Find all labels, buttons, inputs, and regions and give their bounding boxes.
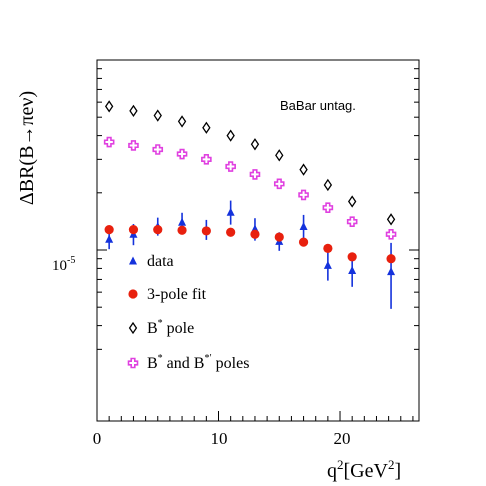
point-circle xyxy=(177,225,187,235)
point-circle xyxy=(274,232,284,242)
point-circle xyxy=(347,252,357,262)
point-triangle xyxy=(178,217,187,226)
axis-ticks xyxy=(96,68,419,421)
legend-marker-triangle xyxy=(129,256,137,265)
point-cross xyxy=(103,136,115,148)
point-diamond xyxy=(386,213,396,226)
point-triangle xyxy=(323,260,332,269)
legend-label-2: B* pole xyxy=(147,318,194,337)
point-circle xyxy=(298,237,309,247)
point-circle xyxy=(104,225,114,235)
plot-frame xyxy=(96,59,420,422)
point-cross xyxy=(385,228,397,240)
x-tick-label-0: 0 xyxy=(93,429,102,448)
point-cross xyxy=(128,140,139,151)
point-cross xyxy=(249,169,261,180)
legend-marker-diamond xyxy=(128,321,138,335)
point-diamond xyxy=(129,104,138,118)
point-circle xyxy=(226,227,236,237)
point-circle xyxy=(323,243,333,253)
y-tick-label: 10-5 xyxy=(52,255,75,274)
point-cross xyxy=(201,154,212,165)
point-cross xyxy=(225,161,236,172)
y-axis-label: ΔBR(B→πeν) xyxy=(16,91,38,205)
point-cross xyxy=(273,178,285,190)
x-tick-label-20: 20 xyxy=(334,429,351,448)
legend-marker-circle xyxy=(128,289,138,299)
point-diamond xyxy=(347,195,357,208)
point-diamond xyxy=(275,149,284,162)
point-circle xyxy=(386,254,396,264)
legend: data 3-pole fit B* pole B* and B*′ poles xyxy=(127,253,249,372)
point-circle xyxy=(250,229,260,239)
point-diamond xyxy=(250,138,260,151)
point-diamond xyxy=(299,163,308,176)
legend-label-1: 3-pole fit xyxy=(147,286,207,303)
annotation: BaBar untag. xyxy=(280,98,356,113)
legend-marker-cross xyxy=(127,357,139,369)
point-circle xyxy=(201,226,211,236)
point-diamond xyxy=(226,129,235,142)
point-diamond xyxy=(153,109,162,122)
point-triangle xyxy=(299,221,308,230)
x-axis-label: q2[GeV2] xyxy=(327,457,401,482)
point-diamond xyxy=(323,178,333,192)
y-tick-exponent: -5 xyxy=(67,255,75,266)
data-marks xyxy=(103,100,397,309)
point-diamond xyxy=(104,100,114,113)
legend-label-3: B* and B*′ poles xyxy=(147,353,249,372)
point-diamond xyxy=(202,121,211,134)
point-cross xyxy=(322,202,334,213)
point-cross xyxy=(298,189,309,201)
point-cross xyxy=(346,216,358,227)
point-circle xyxy=(153,225,163,235)
legend-label-0: data xyxy=(147,253,174,270)
point-cross xyxy=(176,148,188,160)
point-triangle xyxy=(226,207,235,216)
point-circle xyxy=(128,225,139,235)
point-triangle xyxy=(387,267,396,276)
point-triangle xyxy=(348,266,357,275)
point-cross xyxy=(152,144,164,155)
x-tick-label-10: 10 xyxy=(211,429,228,448)
point-diamond xyxy=(177,115,187,128)
point-triangle xyxy=(105,234,114,243)
